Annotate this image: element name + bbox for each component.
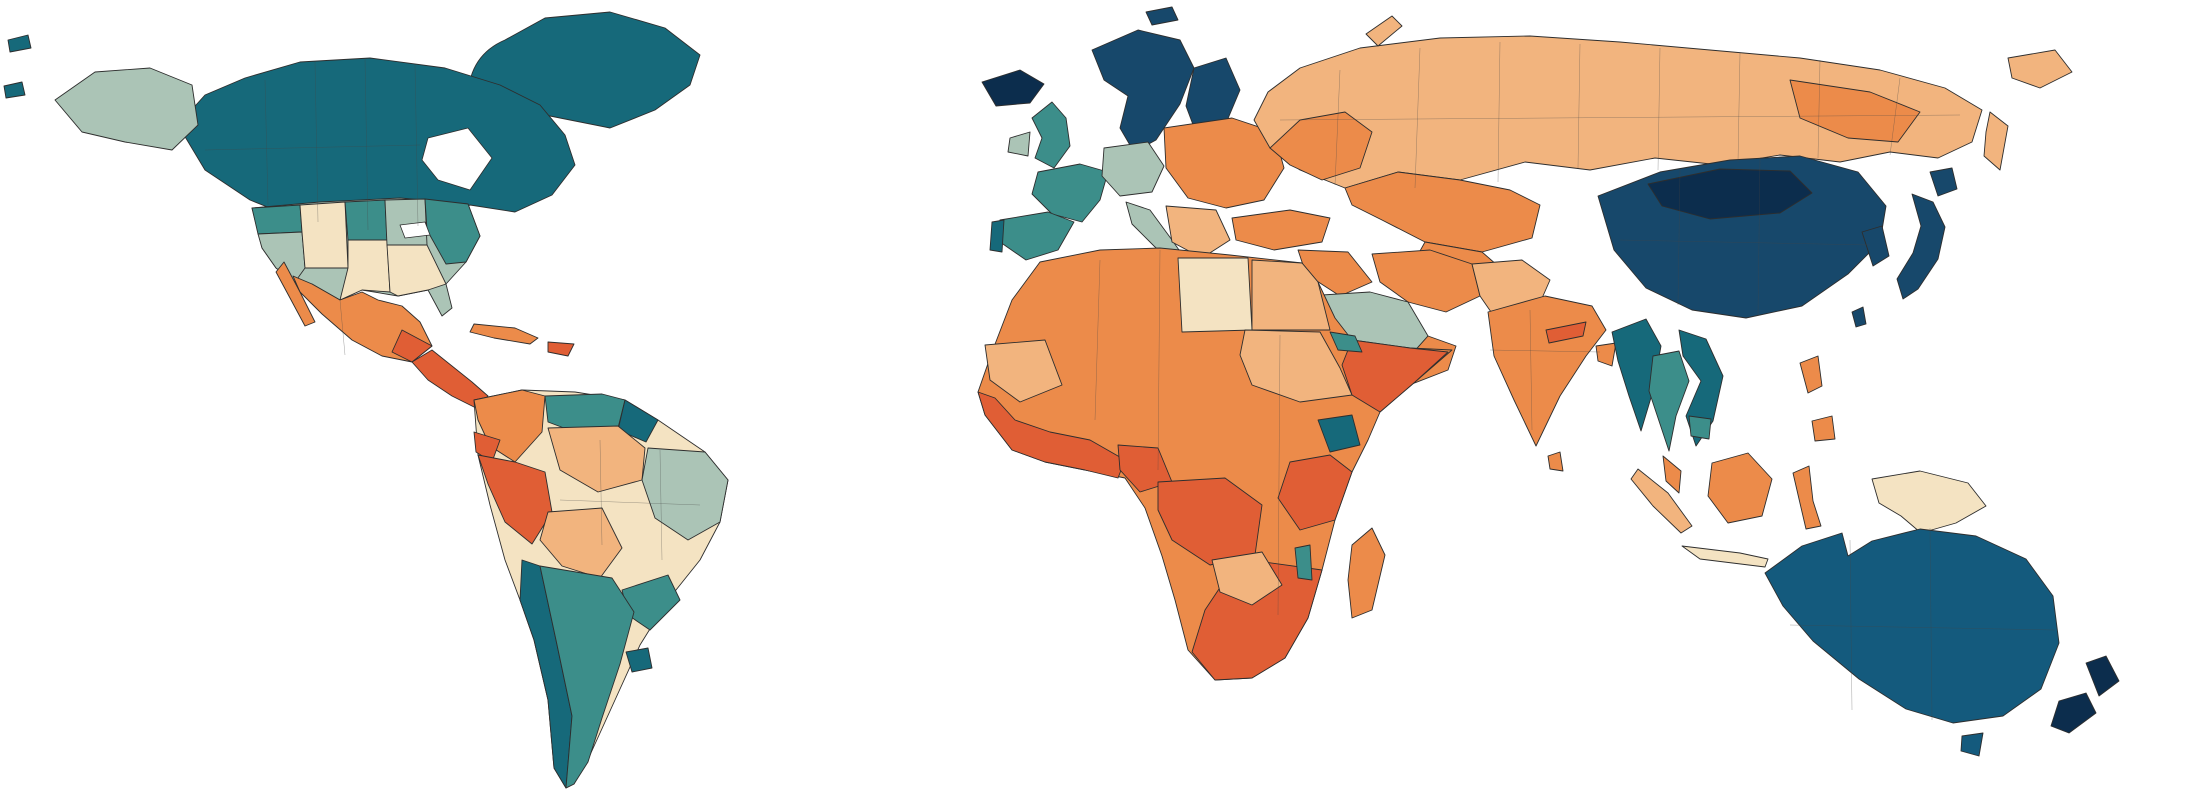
region-new-guinea bbox=[1871, 470, 1987, 534]
region-argentina bbox=[539, 565, 635, 789]
region-tasmania bbox=[1960, 732, 1984, 757]
region-hispaniola bbox=[547, 341, 575, 357]
region-egypt bbox=[1251, 259, 1331, 331]
region-sulawesi bbox=[1792, 465, 1822, 530]
region-spain bbox=[999, 211, 1075, 261]
region-russia-east-patch bbox=[1789, 79, 1921, 143]
region-bangladesh bbox=[1595, 342, 1617, 367]
region-svalbard bbox=[1145, 6, 1179, 26]
region-mexico-baja bbox=[275, 261, 316, 327]
region-cuba bbox=[469, 323, 539, 345]
region-iceland bbox=[981, 69, 1045, 107]
region-thailand bbox=[1648, 350, 1690, 452]
hudson-bay-water bbox=[421, 127, 493, 191]
region-kamchatka bbox=[1983, 111, 2009, 171]
region-western-sahara-mauritania bbox=[984, 339, 1063, 403]
region-turkey bbox=[1231, 209, 1331, 251]
region-taiwan bbox=[1851, 306, 1867, 328]
region-cambodia bbox=[1688, 415, 1712, 440]
region-peru bbox=[477, 454, 553, 545]
region-new-zealand bbox=[2050, 655, 2120, 734]
region-libya bbox=[1177, 257, 1253, 333]
region-portugal bbox=[989, 219, 1005, 253]
region-sri-lanka bbox=[1547, 451, 1564, 472]
region-uk bbox=[1031, 101, 1071, 169]
region-brazil-east bbox=[641, 447, 729, 541]
region-kenya bbox=[1317, 414, 1361, 453]
region-iran bbox=[1371, 249, 1481, 313]
region-india bbox=[1487, 295, 1607, 447]
region-us-southeast bbox=[386, 244, 447, 297]
region-sudan-sahel bbox=[1239, 329, 1353, 403]
region-japan bbox=[1896, 167, 1958, 300]
region-malaysia bbox=[1662, 455, 1682, 494]
region-myanmar bbox=[1611, 318, 1662, 432]
region-uruguay bbox=[625, 647, 653, 673]
region-russia-west-patch bbox=[1269, 111, 1373, 181]
region-nigeria-cameroon bbox=[1117, 444, 1173, 493]
region-java bbox=[1681, 545, 1769, 568]
region-novaya-zemlya bbox=[1365, 15, 1403, 47]
region-chukotka bbox=[2007, 49, 2073, 89]
region-borneo bbox=[1707, 452, 1773, 524]
region-mongolia bbox=[1647, 168, 1813, 220]
great-lakes-water bbox=[399, 221, 431, 239]
region-ireland bbox=[1007, 131, 1031, 157]
region-zambia bbox=[1211, 551, 1283, 606]
region-nepal bbox=[1545, 321, 1587, 344]
region-us-plains bbox=[344, 199, 388, 241]
region-guyanas bbox=[617, 399, 659, 443]
region-korea bbox=[1861, 225, 1890, 267]
region-madagascar bbox=[1347, 527, 1386, 619]
region-horn-of-africa bbox=[1341, 339, 1449, 413]
region-malawi bbox=[1294, 544, 1313, 581]
region-australia bbox=[1764, 528, 2060, 724]
region-philippines bbox=[1799, 355, 1836, 442]
region-sumatra bbox=[1630, 468, 1693, 534]
region-eastern-europe bbox=[1163, 117, 1285, 209]
region-us-mountain bbox=[299, 201, 349, 269]
region-east-africa bbox=[1277, 454, 1353, 531]
region-arctic-island-b bbox=[3, 81, 26, 99]
region-central-america bbox=[411, 349, 489, 409]
region-kazakhstan bbox=[1344, 171, 1541, 253]
region-france bbox=[1031, 163, 1109, 223]
region-arctic-island-a bbox=[7, 34, 32, 53]
region-central-europe bbox=[1101, 141, 1165, 197]
region-alaska bbox=[54, 67, 199, 151]
region-scandinavia bbox=[1091, 29, 1195, 153]
region-eritrea-djibouti bbox=[1329, 331, 1363, 353]
subnational-borders bbox=[204, 41, 2056, 721]
region-balkans bbox=[1165, 205, 1231, 259]
region-us-northwest bbox=[251, 204, 303, 235]
